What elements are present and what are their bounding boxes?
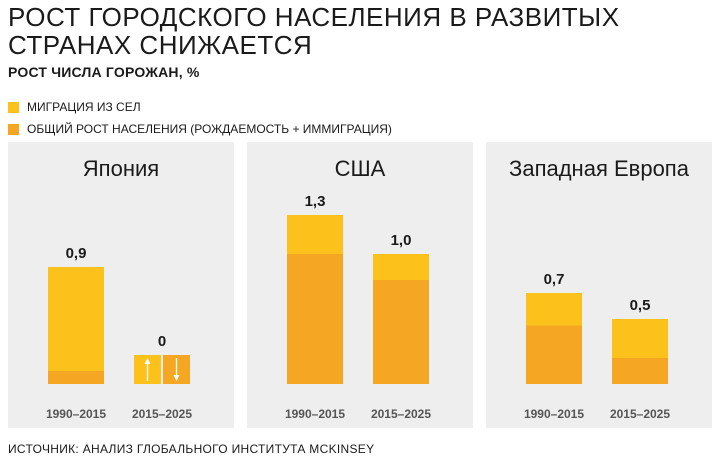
bar-segment-migration (287, 215, 343, 254)
legend-label-migration: МИГРАЦИЯ ИЗ СЕЛ (27, 100, 141, 114)
source-note: ИСТОЧНИК: АНАЛИЗ ГЛОБАЛЬНОГО ИНСТИТУТА M… (8, 442, 375, 456)
bar-segment-population (612, 358, 668, 384)
category-label: 1990–2015 (524, 407, 584, 421)
legend: МИГРАЦИЯ ИЗ СЕЛ ОБЩИЙ РОСТ НАСЕЛЕНИЯ (РО… (8, 96, 392, 140)
panel-title-japan: Япония (82, 156, 160, 181)
value-label: 0 (158, 333, 166, 350)
category-label: 1990–2015 (46, 407, 106, 421)
category-label: 2015–2025 (132, 407, 192, 421)
legend-item-population: ОБЩИЙ РОСТ НАСЕЛЕНИЯ (РОЖДАЕМОСТЬ + ИММИ… (8, 118, 392, 140)
arrow-down-head (173, 375, 180, 381)
legend-label-population: ОБЩИЙ РОСТ НАСЕЛЕНИЯ (РОЖДАЕМОСТЬ + ИММИ… (27, 122, 392, 136)
plot-western-europe: 0,7 1990–2015 0,5 2015–2025 (524, 271, 670, 421)
bar-segment-migration (612, 319, 668, 358)
value-label: 1,0 (391, 232, 412, 249)
bar-segment-population (48, 371, 104, 384)
value-label: 0,7 (544, 271, 565, 288)
bar-segment-migration (48, 267, 104, 371)
chart-subtitle: РОСТ ЧИСЛА ГОРОЖАН, % (8, 64, 200, 80)
plot-usa: 1,3 1990–2015 1,0 2015–2025 (285, 193, 431, 421)
plot-japan: 0,9 1990–2015 0 2015–2025 (46, 245, 192, 421)
value-label: 0,9 (66, 245, 87, 262)
legend-item-migration: МИГРАЦИЯ ИЗ СЕЛ (8, 96, 392, 118)
chart-title: РОСТ ГОРОДСКОГО НАСЕЛЕНИЯ В РАЗВИТЫХ СТР… (8, 2, 620, 60)
bar-segment-migration (373, 254, 429, 280)
category-label: 2015–2025 (371, 407, 431, 421)
panel-title-western-europe: Западная Европа (509, 156, 689, 181)
bar-segment-population (526, 325, 582, 384)
bar-segment-migration (526, 293, 582, 326)
panel-title-usa: США (334, 156, 386, 181)
bar-segment-population (287, 254, 343, 384)
value-label: 0,5 (630, 297, 651, 314)
panel-western-europe: Западная Европа 0,7 1990–2015 0,5 2015–2025 (486, 142, 712, 428)
panel-usa: США 1,3 1990–2015 1,0 2015–2025 (247, 142, 473, 428)
arrow-up-head (144, 358, 151, 364)
legend-swatch-migration (8, 101, 19, 113)
panel-japan: Япония 0,9 1990–2015 0 2015–2025 (8, 142, 234, 428)
category-label: 1990–2015 (285, 407, 345, 421)
value-label: 1,3 (305, 193, 326, 210)
legend-swatch-population (8, 123, 19, 135)
category-label: 2015–2025 (610, 407, 670, 421)
bar-segment-population (373, 280, 429, 384)
